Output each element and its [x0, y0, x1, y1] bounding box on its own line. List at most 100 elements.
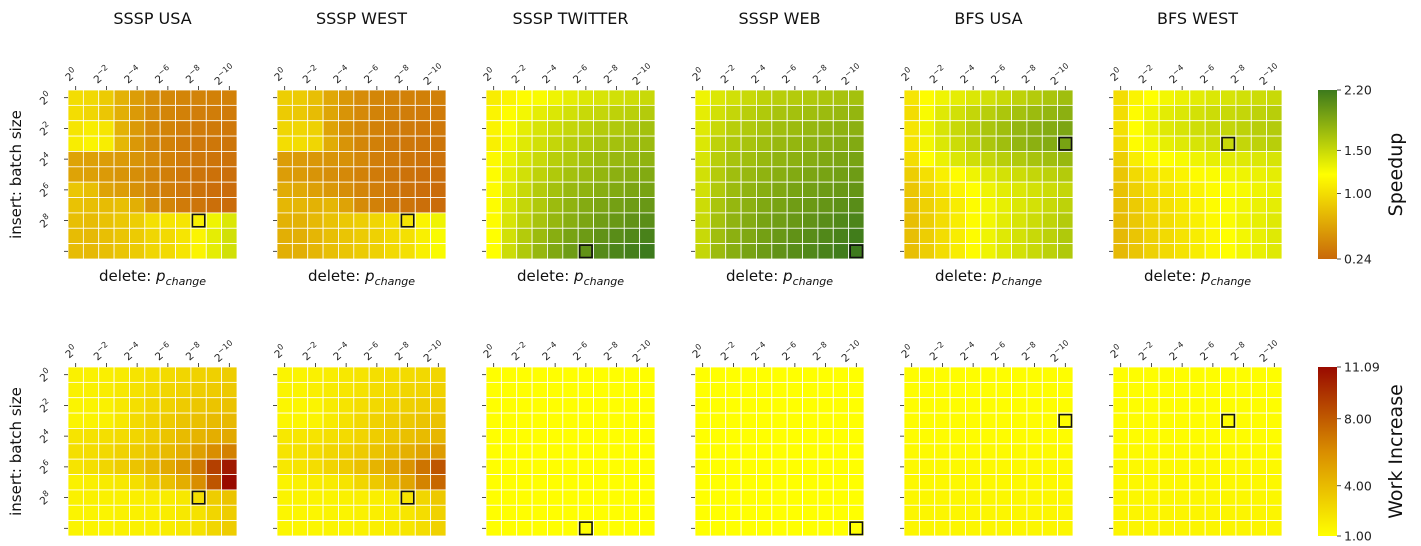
heatmap-cell: [384, 135, 401, 152]
heatmap-cell: [1250, 397, 1268, 414]
heatmap-cell: [414, 227, 432, 245]
heatmap-cell: [353, 474, 370, 491]
heatmap-cell: [399, 412, 416, 429]
heatmap-cell: [1235, 504, 1252, 522]
heatmap-cell: [384, 197, 401, 214]
heatmap-cell: [995, 520, 1012, 537]
heatmap-cell: [1011, 474, 1028, 491]
heatmap-cell: [82, 474, 100, 491]
heatmap-cell: [918, 120, 936, 137]
heatmap-cell: [577, 135, 594, 152]
heatmap-cell: [1143, 443, 1160, 460]
heatmap-cell: [980, 489, 997, 506]
heatmap-cell: [1011, 243, 1028, 260]
heatmap-cell: [144, 428, 161, 445]
heatmap-cell: [353, 227, 370, 245]
x-tick-label: 2−4: [747, 63, 771, 86]
heatmap-cell: [1189, 412, 1206, 429]
heatmap-cell: [965, 197, 982, 214]
heatmap-cell: [113, 458, 130, 475]
heatmap-cell: [1158, 212, 1175, 229]
heatmap-cell: [129, 181, 146, 198]
heatmap-cell: [1011, 135, 1028, 152]
heatmap-cell: [531, 135, 548, 152]
heatmap-cell: [725, 474, 742, 491]
heatmap-cell: [1204, 428, 1221, 445]
heatmap-cell: [485, 227, 502, 245]
heatmap-cell: [414, 243, 432, 260]
heatmap-cell: [639, 227, 656, 245]
heatmap-cell: [1041, 89, 1059, 106]
heatmap-cell: [694, 520, 711, 537]
heatmap-cell: [832, 458, 850, 475]
colorbar-label: Work Increase: [1385, 384, 1407, 519]
heatmap-cell: [918, 474, 936, 491]
x-tick-label: 2−8: [182, 63, 206, 86]
heatmap-cell: [430, 474, 447, 491]
heatmap-cell: [368, 428, 385, 445]
heatmap-cell: [159, 397, 176, 414]
heatmap-cell: [1250, 227, 1268, 245]
heatmap-cell: [485, 120, 502, 137]
heatmap-cell: [1220, 474, 1237, 491]
heatmap-cell: [338, 366, 355, 383]
heatmap-cell: [175, 520, 192, 537]
heatmap-cell: [1112, 243, 1129, 260]
heatmap-cell: [1158, 397, 1175, 414]
heatmap-cell: [353, 443, 370, 460]
heatmap-cell: [129, 397, 146, 414]
heatmap-cell: [1112, 227, 1129, 245]
heatmap-cell: [1127, 489, 1145, 506]
heatmap-cell: [1143, 212, 1160, 229]
heatmap-cell: [918, 181, 936, 198]
heatmap-cell: [1250, 243, 1268, 260]
heatmap-cell: [113, 166, 130, 183]
heatmap-cell: [848, 366, 865, 383]
heatmap-cell: [485, 104, 502, 122]
heatmap-cell: [1235, 212, 1252, 229]
heatmap-cell: [995, 197, 1012, 214]
heatmap-cell: [1174, 474, 1191, 491]
heatmap-cell: [832, 474, 850, 491]
heatmap-cell: [531, 151, 548, 168]
heatmap-cell: [562, 227, 579, 245]
heatmap-cell: [307, 412, 324, 429]
heatmap-cell: [1235, 412, 1252, 429]
heatmap-cell: [1057, 243, 1074, 260]
heatmap-cell: [832, 381, 850, 399]
heatmap-cell: [1266, 366, 1283, 383]
heatmap-cell: [623, 181, 641, 198]
heatmap-cell: [113, 197, 130, 214]
heatmap-cell: [190, 381, 207, 399]
heatmap-cell: [848, 243, 865, 260]
heatmap-cell: [1026, 151, 1043, 168]
heatmap-cell: [1204, 489, 1221, 506]
heatmap-cell: [98, 489, 115, 506]
heatmap-cell: [577, 412, 594, 429]
heatmap-cell: [771, 443, 788, 460]
heatmap-cell: [144, 520, 161, 537]
heatmap-cell: [740, 89, 757, 106]
heatmap-cell: [1057, 227, 1074, 245]
heatmap-cell: [832, 166, 850, 183]
heatmap-cell: [113, 89, 130, 106]
heatmap-cell: [338, 212, 355, 229]
heatmap-cell: [577, 458, 594, 475]
heatmap-cell: [1143, 89, 1160, 106]
heatmap-cell: [1127, 520, 1145, 537]
heatmap-cell: [144, 89, 161, 106]
heatmap-cell: [848, 151, 865, 168]
heatmap-cell: [577, 397, 594, 414]
heatmap-cell: [725, 366, 742, 383]
heatmap-cell: [694, 443, 711, 460]
heatmap-cell: [786, 504, 803, 522]
heatmap-cell: [802, 520, 819, 537]
heatmap-cell: [848, 458, 865, 475]
heatmap-cell: [949, 243, 966, 260]
heatmap-cell: [980, 151, 997, 168]
heatmap-cell: [144, 166, 161, 183]
heatmap-cell: [307, 381, 324, 399]
heatmap-cell: [307, 212, 324, 229]
heatmap-cell: [786, 397, 803, 414]
heatmap-cell: [414, 428, 432, 445]
